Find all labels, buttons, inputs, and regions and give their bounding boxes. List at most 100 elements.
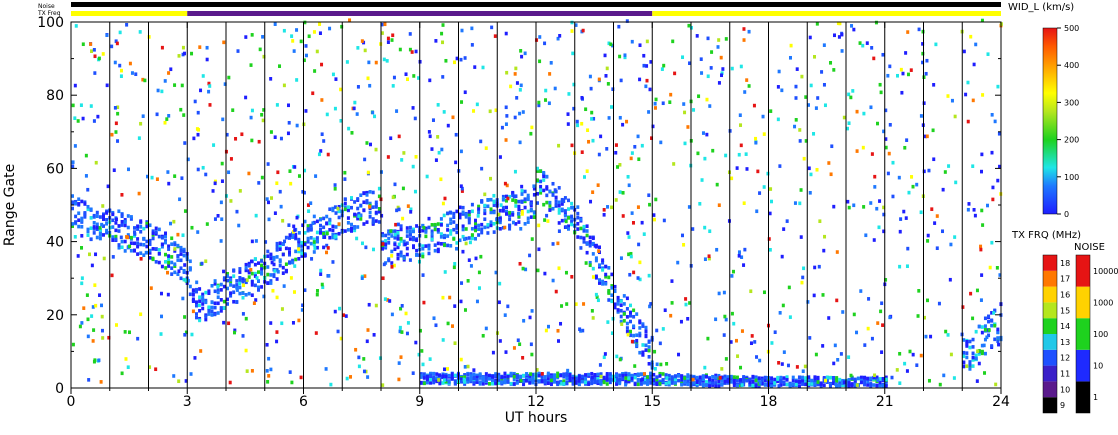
heat-cell bbox=[279, 136, 283, 141]
heat-cell bbox=[530, 125, 534, 130]
heat-cell bbox=[729, 377, 733, 382]
heat-cell bbox=[359, 213, 363, 218]
heat-cell bbox=[412, 227, 415, 232]
heat-cell bbox=[126, 225, 130, 230]
heat-cell bbox=[288, 236, 291, 240]
heat-cell bbox=[229, 283, 233, 287]
heat-cell bbox=[829, 172, 833, 177]
heat-cell bbox=[414, 340, 418, 345]
heat-cell bbox=[568, 374, 572, 379]
heat-cell bbox=[90, 49, 94, 53]
heat-cell bbox=[995, 266, 999, 270]
heat-cell bbox=[804, 139, 808, 143]
heat-cell bbox=[92, 225, 96, 229]
heat-cell bbox=[519, 83, 523, 88]
heat-cell bbox=[906, 30, 910, 34]
heat-cell bbox=[515, 96, 519, 100]
heat-cell bbox=[424, 226, 428, 231]
heat-cell bbox=[505, 198, 508, 203]
heat-cell bbox=[590, 110, 594, 115]
heat-cell bbox=[241, 291, 245, 295]
heat-cell bbox=[148, 365, 152, 369]
txfreq-frame bbox=[1042, 254, 1058, 414]
width-colorbar bbox=[1042, 27, 1058, 215]
heat-cell bbox=[157, 260, 161, 265]
heat-cell bbox=[557, 203, 561, 208]
heat-cell bbox=[872, 375, 876, 380]
heat-cell bbox=[591, 241, 595, 246]
heat-cell bbox=[88, 252, 92, 257]
heat-cell bbox=[518, 342, 522, 347]
heat-cell bbox=[615, 376, 619, 381]
heat-cell bbox=[762, 290, 766, 295]
heat-cell bbox=[908, 349, 912, 354]
heat-cell bbox=[151, 231, 155, 236]
heat-cell bbox=[565, 302, 569, 306]
heat-cell bbox=[632, 308, 636, 313]
heat-cell bbox=[888, 64, 892, 69]
heat-cell bbox=[130, 71, 134, 75]
heat-cell bbox=[982, 343, 986, 348]
heat-cell bbox=[380, 31, 384, 35]
heat-cell bbox=[610, 331, 614, 335]
heat-cell bbox=[466, 380, 470, 384]
txfreq-tick-label: 11 bbox=[1060, 370, 1070, 379]
heat-cell bbox=[220, 217, 224, 222]
heat-cell bbox=[603, 352, 607, 356]
heat-cell bbox=[390, 38, 394, 42]
heat-cell bbox=[647, 345, 651, 349]
heat-cell bbox=[990, 344, 994, 348]
heat-cell bbox=[312, 237, 316, 242]
heat-cell bbox=[695, 375, 699, 380]
heat-cell bbox=[680, 377, 684, 382]
heat-cell bbox=[265, 369, 269, 373]
heat-cell bbox=[116, 111, 120, 116]
heat-cell bbox=[92, 48, 96, 52]
heat-cell bbox=[170, 266, 174, 270]
heat-cell bbox=[164, 234, 167, 239]
heat-cell bbox=[729, 374, 733, 379]
heat-cell bbox=[869, 382, 873, 386]
heat-cell bbox=[257, 279, 260, 283]
heat-cell bbox=[368, 83, 372, 88]
heat-cell bbox=[993, 337, 997, 342]
heat-cell bbox=[597, 152, 601, 157]
heat-cell bbox=[708, 104, 712, 108]
heat-cell bbox=[946, 333, 950, 337]
heat-cell bbox=[100, 328, 104, 333]
heat-cell bbox=[585, 224, 589, 228]
heat-cell bbox=[642, 232, 646, 236]
heat-cell bbox=[127, 330, 131, 335]
heat-cell bbox=[574, 23, 578, 27]
heat-cell bbox=[189, 372, 193, 376]
heat-cell bbox=[460, 186, 464, 191]
heat-cell bbox=[312, 250, 316, 254]
heat-cell bbox=[753, 340, 757, 344]
heat-cell bbox=[615, 379, 619, 384]
heat-cell bbox=[491, 378, 495, 383]
heat-cell bbox=[855, 149, 859, 153]
heat-cell bbox=[143, 78, 147, 83]
heat-cell bbox=[463, 56, 467, 60]
heat-cell bbox=[374, 60, 378, 65]
heat-cell bbox=[455, 241, 459, 245]
heat-cell bbox=[629, 333, 632, 338]
heat-cell bbox=[813, 376, 817, 381]
heat-cell bbox=[250, 108, 254, 113]
heat-cell bbox=[182, 249, 186, 254]
heat-cell bbox=[441, 75, 445, 79]
heat-cell bbox=[531, 374, 535, 379]
heat-cell bbox=[669, 92, 673, 97]
heat-cell bbox=[825, 380, 829, 384]
heat-cell bbox=[622, 312, 626, 316]
heat-cell bbox=[259, 263, 263, 268]
heat-cell bbox=[333, 183, 337, 187]
heat-cell bbox=[181, 45, 185, 50]
heat-cell bbox=[664, 381, 668, 386]
heat-cell bbox=[99, 380, 103, 384]
heat-cell bbox=[282, 83, 286, 88]
heat-cell bbox=[460, 189, 464, 193]
heat-cell bbox=[233, 328, 237, 333]
